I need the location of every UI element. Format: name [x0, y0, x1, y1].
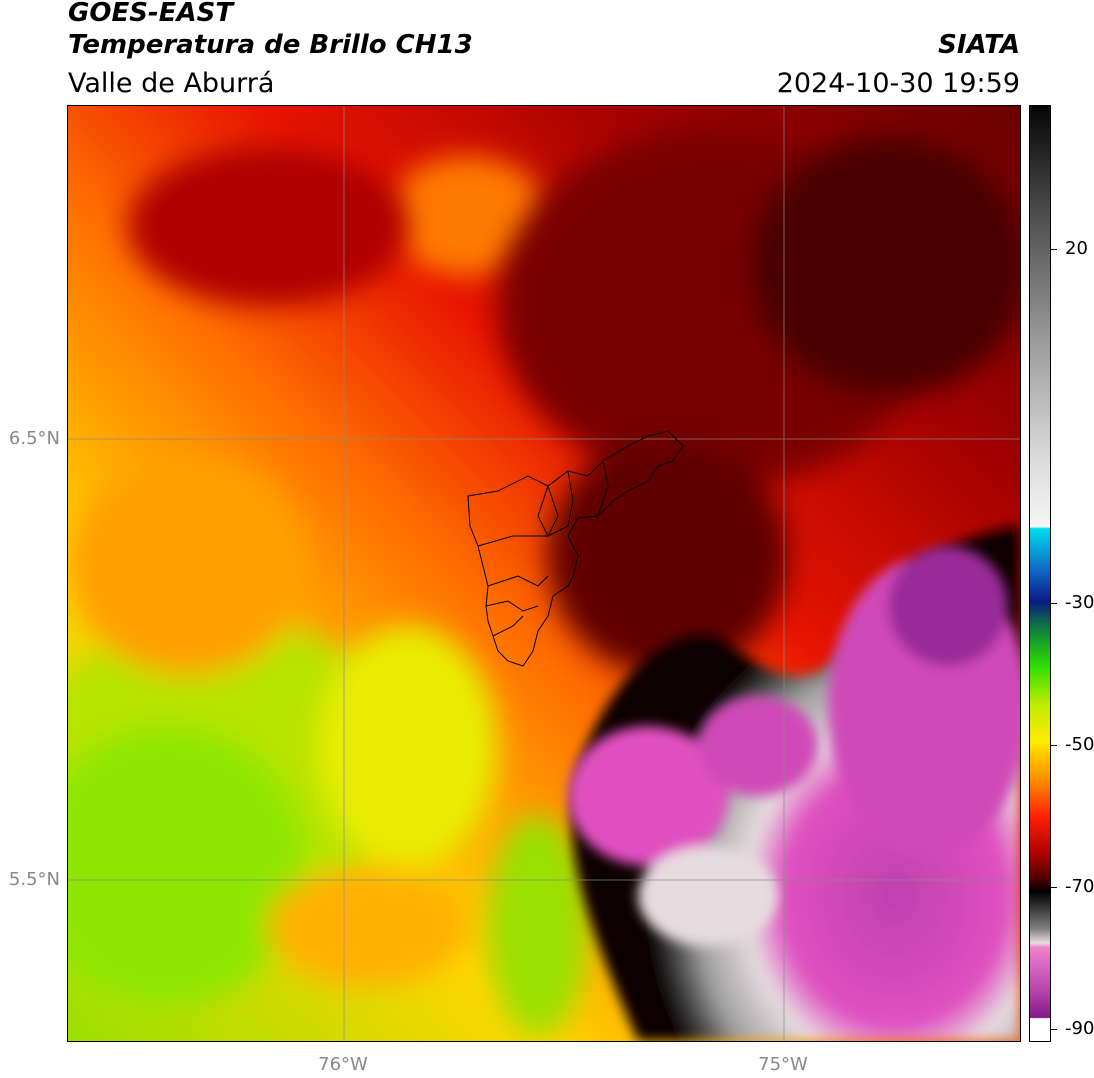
org-label: SIATA — [938, 30, 1020, 60]
colorbar-tick-mark — [1051, 603, 1057, 604]
lon-tick-label: 76°W — [318, 1054, 368, 1075]
colorbar — [1029, 105, 1051, 1042]
cold-cloud-tops — [128, 126, 1020, 676]
map-svg — [68, 106, 1020, 1041]
product-title: Temperatura de Brillo CH13 — [68, 30, 473, 60]
region-label: Valle de Aburrá — [68, 68, 275, 99]
municipal-boundaries — [467, 430, 684, 667]
colorbar-tick-label: 20 — [1065, 238, 1088, 259]
lon-tick-label: 75°W — [758, 1054, 808, 1075]
lat-tick-label: 6.5°N — [8, 428, 60, 449]
colorbar-tick-mark — [1051, 745, 1057, 746]
colorbar-svg — [1030, 106, 1050, 1041]
brightness-temperature-map — [67, 105, 1021, 1042]
gridlines — [68, 106, 1020, 1041]
storm-core — [568, 546, 1020, 946]
satellite-title: GOES-EAST — [68, 0, 234, 28]
colorbar-tick-label: -30 — [1065, 592, 1094, 613]
colorbar-tick-mark — [1051, 1029, 1057, 1030]
colorbar-tick-label: -90 — [1065, 1018, 1094, 1039]
colorbar-tick-label: -70 — [1065, 876, 1094, 897]
lat-tick-label: 5.5°N — [8, 869, 60, 890]
datetime-label: 2024-10-30 19:59 — [776, 68, 1020, 99]
colorbar-tick-mark — [1051, 249, 1057, 250]
warm-areas — [68, 156, 588, 1036]
colorbar-tick-label: -50 — [1065, 734, 1094, 755]
colorbar-tick-mark — [1051, 887, 1057, 888]
